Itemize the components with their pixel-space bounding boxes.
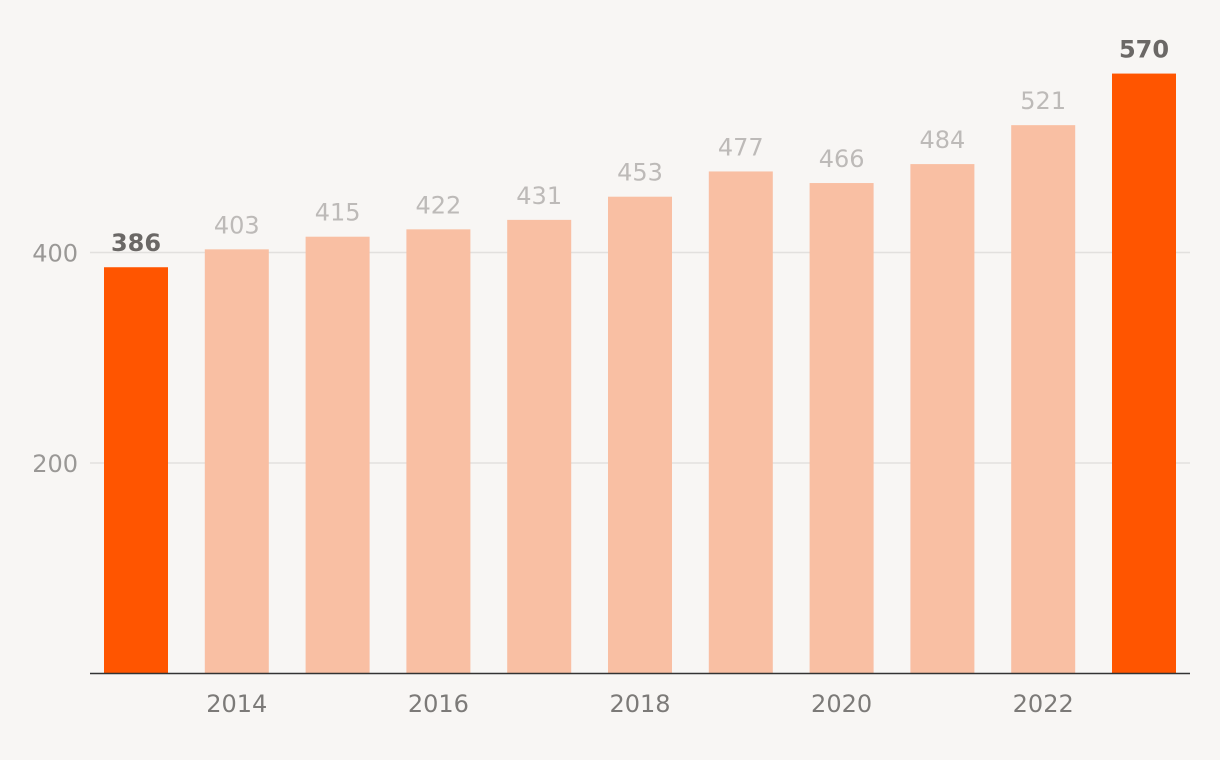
value-label-2018: 453 <box>617 159 663 187</box>
value-label-2014: 403 <box>214 211 260 239</box>
x-tick-label-2016: 2016 <box>408 690 469 718</box>
bar-2017 <box>507 219 572 674</box>
bar-2023 <box>1112 73 1176 674</box>
value-label-2023: 570 <box>1119 36 1169 64</box>
bar-2020 <box>809 183 874 674</box>
x-tick-label-2014: 2014 <box>206 690 267 718</box>
value-label-2021: 484 <box>919 126 965 154</box>
bar-2013 <box>104 267 168 674</box>
bar-2022 <box>1011 125 1076 674</box>
value-label-2020: 466 <box>819 145 865 173</box>
bar-2018 <box>608 196 672 674</box>
bar-2015 <box>305 236 370 674</box>
bar-2016 <box>406 229 471 674</box>
value-label-2015: 415 <box>315 199 361 227</box>
y-tick-label: 200 <box>32 450 78 478</box>
bars <box>104 73 1176 674</box>
value-label-2013: 386 <box>111 229 161 257</box>
x-tick-label-2018: 2018 <box>609 690 670 718</box>
value-label-2019: 477 <box>718 133 764 161</box>
x-tick-label-2020: 2020 <box>811 690 872 718</box>
bar-2019 <box>708 171 773 674</box>
bar-2014 <box>204 249 269 674</box>
value-label-2017: 431 <box>516 182 562 210</box>
value-label-2022: 521 <box>1020 87 1066 115</box>
x-tick-label-2022: 2022 <box>1013 690 1074 718</box>
y-tick-label: 400 <box>32 240 78 268</box>
x-axis-ticks: 2014 2016 2018 2020 2022 <box>206 690 1073 718</box>
y-axis-ticks: 200 400 <box>32 240 78 479</box>
value-label-2016: 422 <box>415 191 461 219</box>
bar-2021 <box>910 164 975 674</box>
value-labels: 386 403 415 422 431 453 477 466 484 521 570 <box>111 36 1169 258</box>
